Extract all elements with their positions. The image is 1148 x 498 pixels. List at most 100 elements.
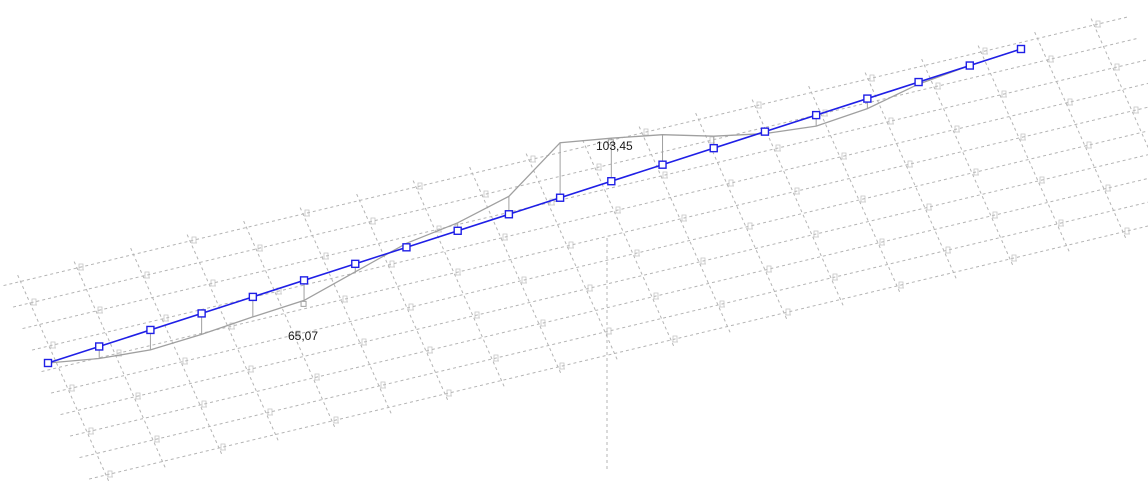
pin-support-icon bbox=[1133, 106, 1139, 114]
pin-support-icon bbox=[794, 187, 800, 195]
pin-support-icon bbox=[540, 319, 546, 327]
beam-node[interactable] bbox=[811, 110, 821, 120]
pin-support-icon bbox=[304, 209, 310, 217]
beam-line[interactable] bbox=[47, 48, 1022, 364]
grid-line bbox=[638, 126, 731, 334]
grid-line bbox=[3, 16, 1129, 287]
pin-support-icon bbox=[107, 470, 113, 478]
pin-support-icon bbox=[766, 265, 772, 273]
pin-support-icon bbox=[1086, 141, 1092, 149]
pin-support-icon bbox=[615, 206, 621, 214]
max-moment-marker bbox=[607, 139, 614, 146]
grid-line bbox=[88, 225, 1148, 480]
beam-node[interactable] bbox=[95, 342, 104, 351]
pin-support-icon bbox=[747, 222, 753, 230]
pin-support-icon bbox=[559, 362, 565, 370]
beam-node[interactable] bbox=[146, 325, 155, 335]
grid-line bbox=[73, 261, 166, 469]
beam-element[interactable] bbox=[47, 48, 1022, 364]
beam-node[interactable] bbox=[43, 358, 53, 368]
pin-support-icon bbox=[982, 47, 988, 55]
pin-support-icon bbox=[474, 311, 480, 319]
beam-node[interactable] bbox=[504, 210, 514, 219]
pin-support-icon bbox=[50, 341, 56, 349]
pin-support-icon bbox=[1105, 184, 1111, 192]
pin-support-icon bbox=[860, 195, 866, 203]
max-moment-label: 103,45 bbox=[596, 139, 633, 153]
beam-node[interactable] bbox=[453, 226, 462, 235]
beam-node[interactable] bbox=[1016, 44, 1026, 54]
pin-support-icon bbox=[342, 295, 348, 303]
pin-support-icon bbox=[907, 160, 913, 168]
pin-support-icon bbox=[596, 163, 602, 171]
grid-line bbox=[525, 153, 618, 361]
pin-support-icon bbox=[643, 128, 649, 136]
grid-line bbox=[31, 82, 1148, 351]
pin-support-icon bbox=[248, 365, 254, 373]
min-moment-label: 65,07 bbox=[288, 329, 318, 343]
pin-support-icon bbox=[634, 249, 640, 257]
pin-support-icon bbox=[333, 416, 339, 424]
beam-node[interactable] bbox=[299, 276, 309, 285]
beam-node[interactable] bbox=[760, 127, 770, 136]
pin-support-icon bbox=[549, 198, 555, 206]
pin-support-icon bbox=[229, 322, 235, 330]
pin-support-icon bbox=[888, 117, 894, 125]
pin-support-icon bbox=[502, 233, 508, 241]
pin-support-icon bbox=[31, 298, 37, 306]
beam-node[interactable] bbox=[351, 259, 360, 269]
beam-node[interactable] bbox=[914, 77, 923, 87]
grid-line bbox=[69, 177, 1148, 437]
moment-diagram bbox=[47, 48, 1022, 364]
pin-support-icon bbox=[493, 354, 499, 362]
pin-support-icon bbox=[935, 82, 941, 90]
pin-support-icon bbox=[135, 392, 141, 400]
beam-node[interactable] bbox=[607, 177, 616, 186]
pin-support-icon bbox=[1020, 133, 1026, 141]
pin-support-icon bbox=[521, 276, 527, 284]
grid-line bbox=[130, 247, 223, 455]
beam-node[interactable] bbox=[709, 143, 718, 153]
pin-support-icon bbox=[606, 327, 612, 335]
pin-support-icon bbox=[1048, 55, 1054, 63]
grid-line bbox=[1090, 18, 1148, 149]
grid-line bbox=[17, 274, 110, 482]
grid-line bbox=[22, 59, 1148, 330]
pin-support-icon bbox=[841, 152, 847, 160]
beam-node[interactable] bbox=[863, 94, 872, 103]
beam-node[interactable] bbox=[555, 193, 565, 202]
grid-line bbox=[299, 207, 392, 415]
pin-support-icon bbox=[785, 308, 791, 316]
pin-support-icon bbox=[78, 263, 84, 271]
grid-line bbox=[412, 180, 505, 388]
beam-node[interactable] bbox=[248, 292, 258, 302]
pin-support-icon bbox=[257, 244, 263, 252]
pin-support-icon bbox=[1067, 98, 1073, 106]
pin-support-icon bbox=[1001, 90, 1007, 98]
beam-nodes[interactable] bbox=[43, 44, 1026, 368]
pin-support-icon bbox=[879, 238, 885, 246]
beam-node[interactable] bbox=[658, 160, 667, 169]
grid-line bbox=[50, 130, 1148, 394]
pin-support-icon bbox=[1039, 176, 1045, 184]
min-moment-marker bbox=[300, 300, 307, 307]
beam-node[interactable] bbox=[965, 61, 974, 70]
pin-support-icon bbox=[869, 74, 875, 82]
grid-line bbox=[977, 45, 1070, 253]
pin-support-icon bbox=[700, 257, 706, 265]
grid-line bbox=[921, 58, 1014, 266]
pin-support-icon bbox=[97, 306, 103, 314]
pin-support-icon bbox=[88, 427, 94, 435]
beam-node[interactable] bbox=[197, 309, 206, 318]
grid-line bbox=[864, 72, 957, 280]
pin-support-icon bbox=[191, 236, 197, 244]
pin-support-icon bbox=[455, 268, 461, 276]
grid-line bbox=[695, 112, 788, 320]
pin-support-icon bbox=[653, 292, 659, 300]
pin-support-icon bbox=[719, 300, 725, 308]
pin-support-icon bbox=[813, 230, 819, 238]
pin-support-icon bbox=[1058, 219, 1064, 227]
pin-support-icon bbox=[210, 279, 216, 287]
beam-node[interactable] bbox=[402, 243, 411, 252]
